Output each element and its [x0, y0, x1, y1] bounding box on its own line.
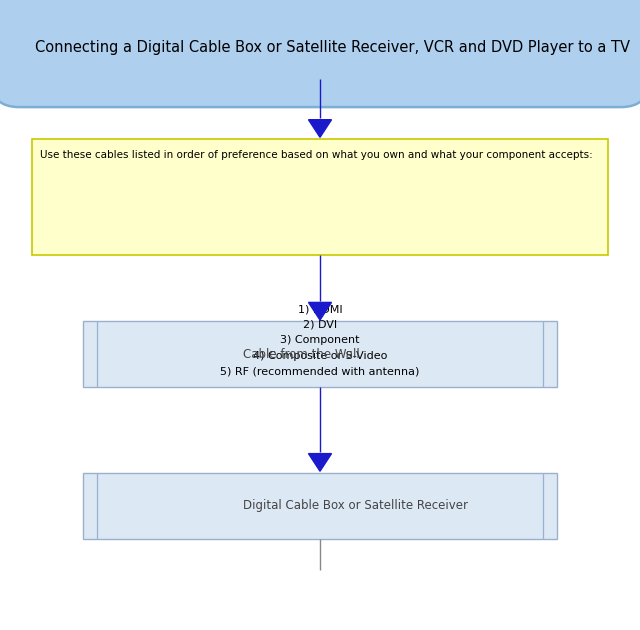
Text: Cable from the Wall: Cable from the Wall [243, 348, 360, 361]
FancyBboxPatch shape [0, 0, 640, 107]
Text: Digital Cable Box or Satellite Receiver: Digital Cable Box or Satellite Receiver [243, 499, 468, 512]
Polygon shape [308, 454, 332, 471]
Bar [83, 472, 557, 539]
Bar [83, 321, 557, 387]
Polygon shape [308, 120, 332, 137]
Polygon shape [308, 302, 332, 320]
Bar [32, 139, 608, 255]
Text: 1) HDMI
2) DVI
3) Component
4) Composite or S-Video
5) RF (recommended with ante: 1) HDMI 2) DVI 3) Component 4) Composite… [220, 304, 420, 376]
Text: Connecting a Digital Cable Box or Satellite Receiver, VCR and DVD Player to a TV: Connecting a Digital Cable Box or Satell… [35, 40, 630, 55]
Text: Use these cables listed in order of preference based on what you own and what yo: Use these cables listed in order of pref… [40, 150, 593, 160]
